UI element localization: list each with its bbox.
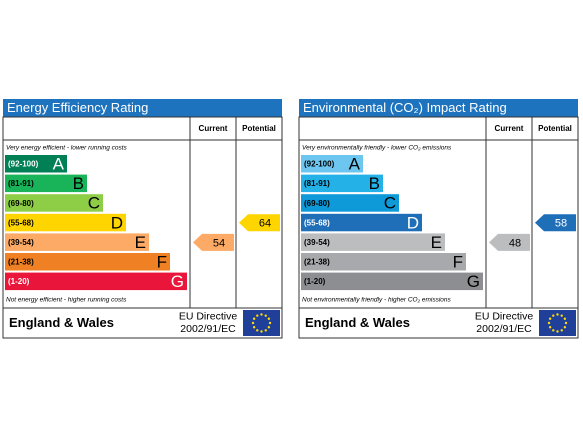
eu-star (560, 314, 563, 317)
eu-star (252, 326, 256, 329)
rating-value: 54 (213, 237, 225, 249)
footer-directive: EU Directive (475, 310, 534, 322)
rating-arrow (193, 233, 234, 251)
column-header: Current (495, 124, 524, 133)
rating-band (5, 233, 149, 251)
eu-star (548, 326, 552, 329)
band-range: (21-38) (304, 258, 330, 267)
column-header: Potential (538, 124, 572, 133)
rating-value: 48 (509, 237, 521, 249)
rating-band (301, 174, 383, 193)
rating-band (301, 213, 422, 232)
title-bar (299, 99, 578, 117)
eu-star (264, 314, 267, 317)
bottom-note: Not environmentally friendly - higher CO… (302, 297, 452, 304)
band-range: (92-100) (304, 160, 335, 169)
band-range: (81-91) (8, 179, 34, 188)
band-range: (81-91) (304, 179, 330, 188)
band-letter: A (349, 154, 361, 173)
band-range: (1-20) (8, 277, 30, 286)
eu-star (552, 329, 555, 332)
top-note: Very energy efficient - lower running co… (6, 145, 128, 152)
band-letter: G (171, 272, 184, 291)
rating-band (5, 272, 187, 291)
eu-star (552, 314, 555, 317)
eu-star (556, 330, 559, 333)
band-range: (1-20) (304, 277, 326, 286)
eu-star (556, 313, 559, 316)
eu-star (256, 314, 259, 317)
band-letter: A (53, 154, 65, 173)
bottom-note: Not energy efficient - higher running co… (6, 297, 127, 304)
band-letter: F (453, 252, 463, 271)
eu-star (563, 317, 567, 320)
eu-star (260, 313, 263, 316)
top-note: Very environmentally friendly - lower CO… (302, 145, 452, 152)
rating-band (301, 194, 399, 212)
footer-region: England & Wales (9, 315, 114, 330)
panel-title: Environmental (CO₂) Impact Rating (303, 100, 507, 115)
footer-region: England & Wales (305, 315, 410, 330)
rating-arrow (489, 233, 530, 251)
eu-star (547, 321, 551, 325)
rating-band (5, 213, 126, 232)
footer-directive: 2002/91/EC (180, 323, 236, 335)
band-range: (92-100) (8, 160, 39, 169)
rating-arrow (239, 214, 280, 232)
panel-title: Energy Efficiency Rating (7, 100, 148, 115)
band-letter: E (135, 233, 146, 252)
eu-star (260, 330, 263, 333)
rating-value: 64 (259, 218, 271, 230)
footer-directive: EU Directive (179, 310, 238, 322)
rating-band (5, 194, 103, 212)
band-range: (69-80) (8, 199, 34, 208)
eu-star (560, 329, 563, 332)
band-range: (55-68) (8, 218, 34, 227)
band-letter: C (88, 194, 100, 213)
eu-star (268, 321, 272, 325)
band-letter: F (157, 252, 167, 271)
band-letter: G (467, 272, 480, 291)
band-range: (39-54) (304, 238, 330, 247)
band-letter: D (407, 213, 419, 232)
column-header: Potential (242, 124, 276, 133)
eu-star (267, 317, 271, 320)
panel-frame (2, 116, 283, 339)
band-letter: B (369, 174, 380, 193)
rating-band (301, 155, 363, 173)
eu-star (563, 326, 567, 329)
rating-band (5, 174, 87, 193)
rating-band (301, 233, 445, 251)
band-range: (39-54) (8, 238, 34, 247)
band-letter: E (431, 233, 442, 252)
title-bar (3, 99, 282, 117)
eu-star (252, 317, 256, 320)
rating-band (5, 253, 170, 271)
rating-value: 58 (555, 218, 567, 230)
eu-star (564, 321, 568, 325)
band-letter: B (73, 174, 84, 193)
band-range: (55-68) (304, 218, 330, 227)
eu-star (264, 329, 267, 332)
rating-band (301, 253, 466, 271)
band-range: (69-80) (304, 199, 330, 208)
band-letter: D (111, 213, 123, 232)
band-range: (21-38) (8, 258, 34, 267)
rating-band (301, 272, 483, 291)
eu-star (548, 317, 552, 320)
eu-star (256, 329, 259, 332)
panel-frame (298, 116, 579, 339)
footer-directive: 2002/91/EC (476, 323, 532, 335)
eu-star (251, 321, 255, 325)
rating-arrow (535, 214, 576, 232)
eu-star (267, 326, 271, 329)
column-header: Current (199, 124, 228, 133)
band-letter: C (384, 194, 396, 213)
rating-band (5, 155, 67, 173)
